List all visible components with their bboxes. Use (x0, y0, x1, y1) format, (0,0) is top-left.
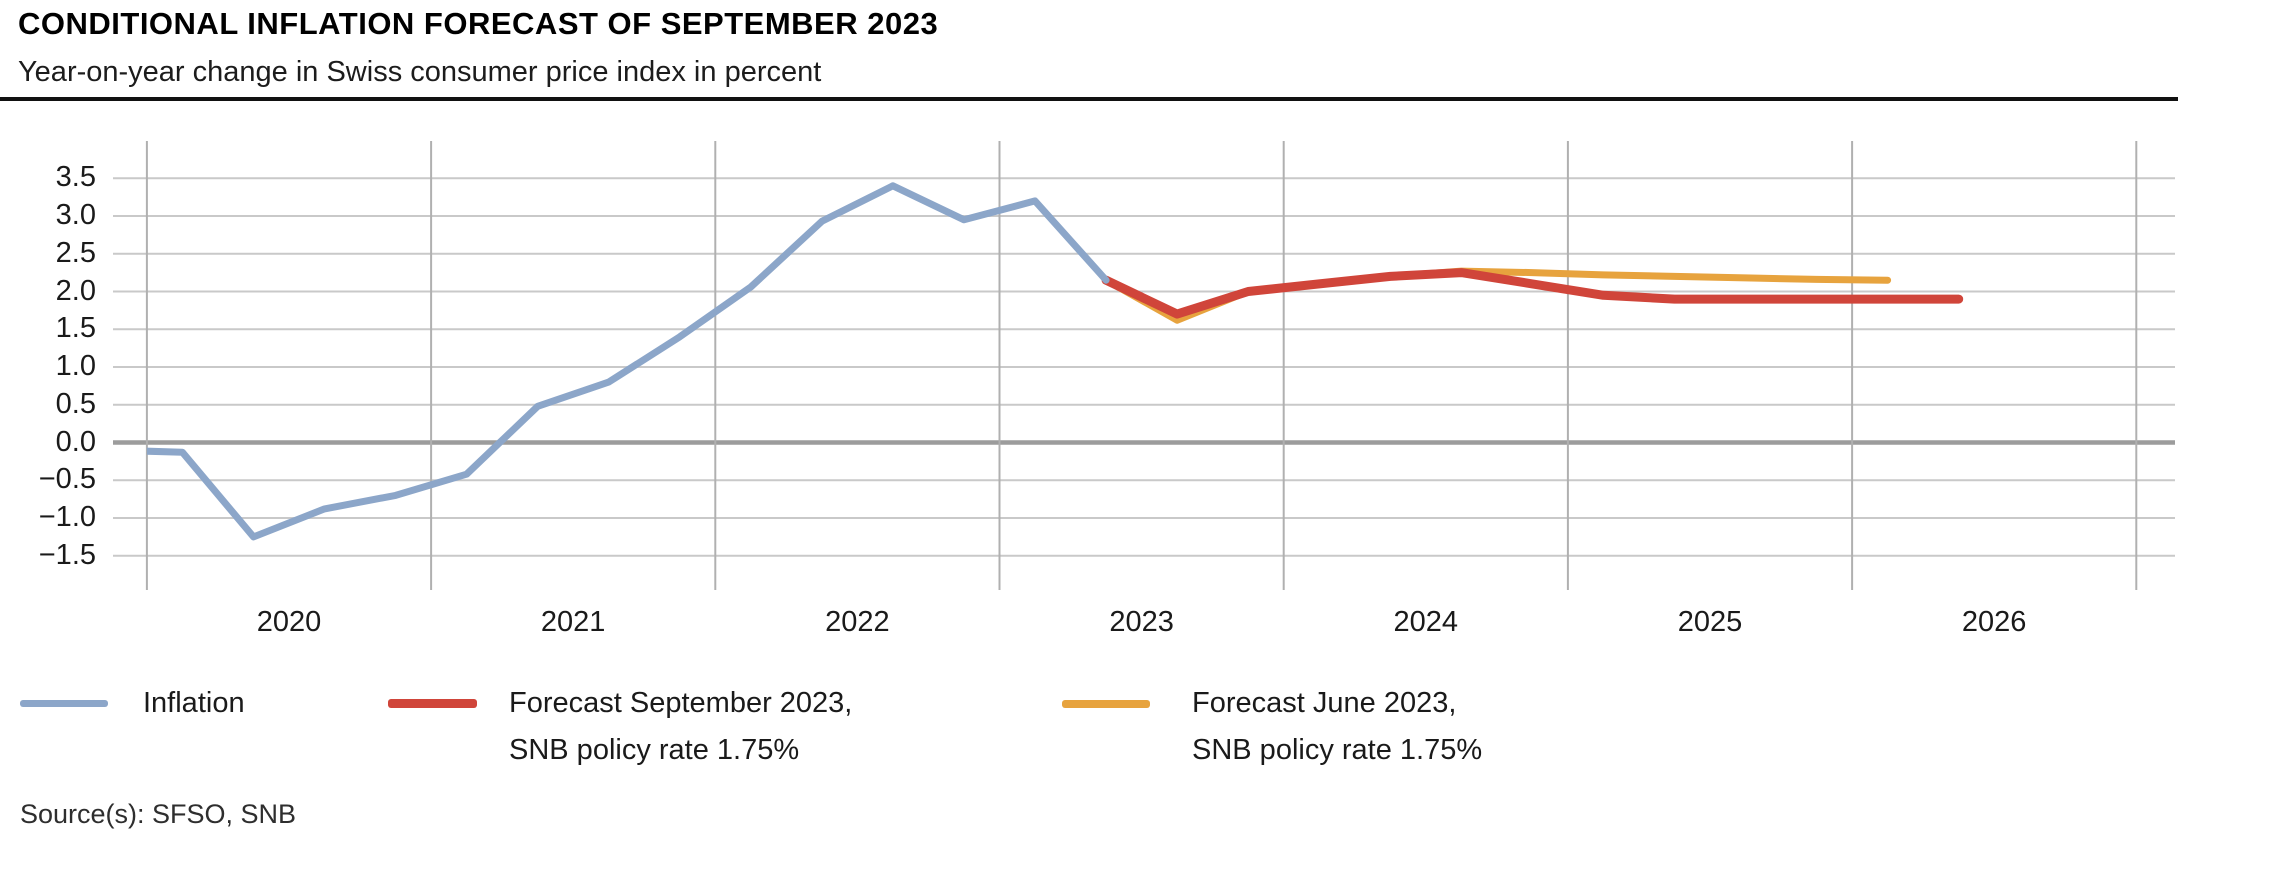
chart-title: CONDITIONAL INFLATION FORECAST OF SEPTEM… (18, 6, 939, 41)
y-tick-label: −0.5 (38, 463, 96, 496)
title-divider-rule (0, 97, 2178, 101)
forecast-september-line-swatch (388, 699, 477, 708)
y-tick-label: −1.0 (38, 501, 96, 533)
y-tick-label: 1.0 (55, 350, 96, 382)
x-tick-label: 2024 (1393, 606, 1459, 638)
source-note: Source(s): SFSO, SNB (20, 799, 297, 829)
legend-label-inflation: Inflation (143, 687, 245, 719)
y-tick-label: 2.5 (55, 236, 96, 269)
legend-label-forecast-june: Forecast June 2023, SNB policy rate 1.75… (1192, 680, 1482, 774)
legend-label-forecast-september: Forecast September 2023, SNB policy rate… (509, 680, 852, 774)
x-tick-label: 2020 (256, 606, 322, 638)
y-tick-label: 1.5 (55, 312, 96, 345)
forecast-september-line (1101, 268, 1964, 319)
inflation-line-swatch (20, 700, 108, 707)
x-tick-label: 2021 (540, 606, 606, 638)
x-tick-label: 2023 (1109, 606, 1174, 638)
y-tick-label: 0.0 (55, 425, 96, 458)
forecast-june-line-swatch (1062, 700, 1150, 708)
y-tick-label: 3.5 (55, 161, 96, 194)
legend-label-line2: SNB policy rate 1.75% (1192, 734, 1483, 766)
x-tick-label: 2025 (1677, 606, 1743, 638)
inflation-line (146, 182, 1110, 541)
x-tick-label: 2022 (825, 606, 890, 638)
legend-label-line1: Forecast June 2023, (1192, 687, 1457, 719)
x-tick-label: 2026 (1961, 606, 2027, 638)
y-tick-label: 0.5 (55, 387, 96, 420)
y-tick-label: 3.0 (55, 199, 96, 231)
legend-label-line1: Forecast September 2023, (509, 687, 853, 719)
chart-subtitle: Year-on-year change in Swiss consumer pr… (18, 56, 822, 88)
legend-label-line2: SNB policy rate 1.75% (509, 734, 800, 766)
y-tick-label: 2.0 (55, 274, 96, 307)
y-tick-label: −1.5 (38, 538, 96, 571)
